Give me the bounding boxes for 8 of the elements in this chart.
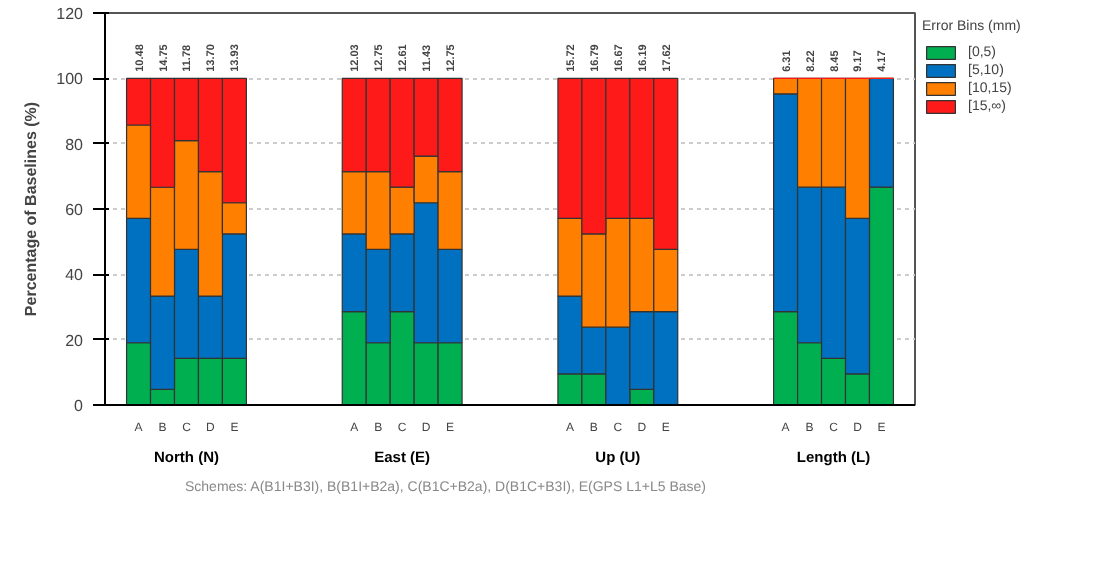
y-tick-label: 120 <box>56 5 85 23</box>
y-tick-label: 80 <box>65 135 85 154</box>
y-axis-title: Percentage of Baselines (%) <box>22 101 41 317</box>
y-tick-label: 100 <box>56 70 85 89</box>
y-tick-label: 0 <box>74 397 85 415</box>
y-tick-label: 40 <box>65 266 85 285</box>
y-tick-label: 20 <box>65 331 85 350</box>
y-tick-label: 60 <box>65 201 85 219</box>
